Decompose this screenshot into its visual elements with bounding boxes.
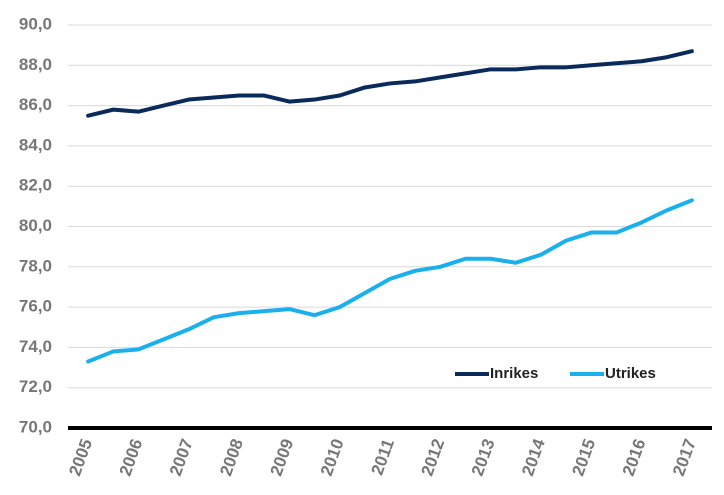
y-tick-label: 86,0 [19, 95, 52, 114]
x-tick-label: 2005 [65, 436, 96, 478]
y-tick-label: 74,0 [19, 337, 52, 356]
legend-label: Inrikes [490, 365, 538, 382]
y-tick-label: 84,0 [19, 135, 52, 154]
x-tick-label: 2011 [368, 436, 398, 477]
y-tick-label: 88,0 [19, 55, 52, 74]
x-tick-label: 2010 [317, 436, 348, 478]
y-tick-label: 76,0 [19, 297, 52, 316]
x-tick-label: 2013 [468, 436, 499, 478]
x-tick-label: 2014 [518, 436, 549, 479]
legend-label: Utrikes [605, 365, 656, 382]
y-tick-label: 80,0 [19, 216, 52, 235]
x-tick-label: 2006 [116, 436, 147, 478]
y-tick-label: 82,0 [19, 176, 52, 195]
y-tick-label: 78,0 [19, 256, 52, 275]
x-tick-label: 2009 [267, 436, 298, 478]
y-tick-label: 70,0 [19, 417, 52, 436]
series-line [86, 198, 694, 364]
x-tick-label: 2008 [216, 436, 247, 478]
x-tick-label: 2017 [669, 436, 700, 478]
y-tick-label: 72,0 [19, 377, 52, 396]
x-tick-label: 2015 [568, 436, 599, 478]
y-tick-label: 90,0 [19, 14, 52, 33]
x-tick-label: 2012 [417, 436, 448, 478]
x-tick-label: 2016 [619, 436, 650, 478]
series-line [86, 49, 694, 118]
x-tick-label: 2007 [166, 436, 197, 478]
